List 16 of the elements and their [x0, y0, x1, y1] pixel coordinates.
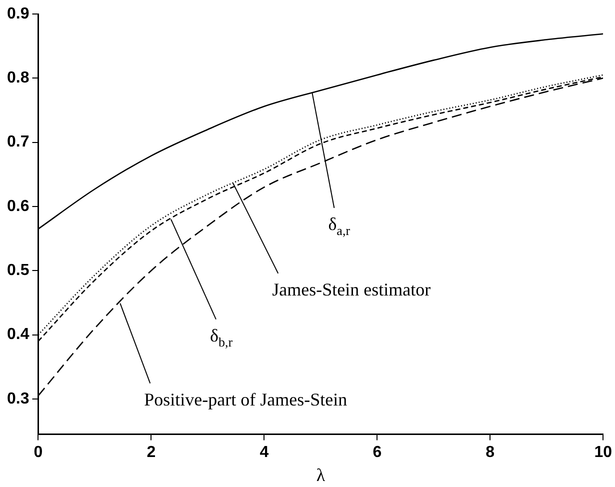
x-tick-label: 6 — [372, 444, 382, 462]
x-tick-label: 10 — [594, 444, 612, 462]
x-tick-label: 4 — [260, 444, 269, 462]
annotation: James-Stein estimator — [272, 279, 431, 300]
x-tick-label: 2 — [146, 444, 156, 462]
y-tick-label: 0.5 — [6, 262, 30, 280]
x-tick-label: 0 — [34, 444, 43, 462]
y-tick-label: 0.4 — [6, 326, 30, 344]
y-tick-label: 0.6 — [6, 198, 30, 215]
y-tick-label: 0.8 — [6, 70, 30, 87]
y-tick-label: 0.7 — [6, 134, 30, 151]
y-tick-label: 0.9 — [6, 5, 30, 22]
x-tick-label: 8 — [486, 444, 495, 462]
annotation: Positive-part of James-Stein — [144, 389, 348, 410]
y-tick-label: 0.3 — [6, 390, 30, 408]
x-axis-title: λ — [316, 464, 326, 485]
